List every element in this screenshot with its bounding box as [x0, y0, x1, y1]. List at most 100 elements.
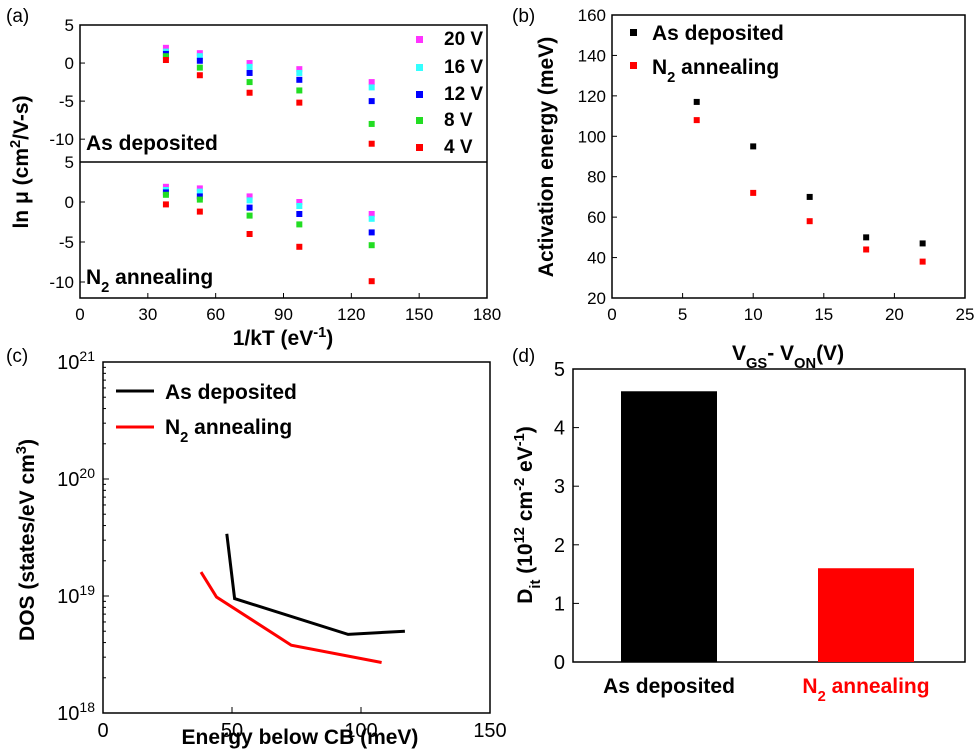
legend-label: As deposited	[165, 381, 297, 404]
data-point	[162, 201, 169, 208]
x-axis-label-part: - V	[767, 342, 794, 365]
y-tick-label-part: 10	[57, 469, 79, 491]
data-point	[296, 203, 303, 209]
y-axis-label-part: it	[528, 580, 544, 589]
data-point	[368, 84, 375, 91]
data-point	[296, 211, 303, 217]
legend-label: As deposited	[652, 22, 784, 45]
x-axis-label-part: ON	[794, 356, 816, 372]
legend-label-part: 2	[180, 430, 188, 446]
data-point	[863, 234, 870, 241]
panel-label: (b)	[512, 6, 535, 27]
subplot-label-n2-annealing-part: annealing	[109, 266, 213, 289]
plot-frame	[572, 368, 966, 663]
y-tick-label: -10	[49, 130, 74, 149]
data-point	[196, 53, 203, 60]
y-tick-label: 5	[554, 359, 565, 381]
x-tick-label: 150	[473, 720, 506, 742]
data-point	[693, 98, 700, 105]
data-point	[196, 193, 203, 200]
subplot-label-as-deposited: As deposited	[86, 132, 218, 155]
subplot-label-n2-annealing: N2 annealing	[86, 266, 213, 296]
legend-label: 12 V	[444, 84, 483, 105]
y-tick-label: 60	[587, 208, 606, 227]
bar	[621, 391, 717, 662]
data-point	[162, 183, 169, 190]
data-point	[368, 229, 375, 236]
y-axis-label-part: D	[514, 589, 537, 604]
data-point	[806, 218, 813, 225]
data-point	[368, 215, 375, 222]
legend-label: N2 annealing	[165, 416, 292, 446]
y-tick-label: 100	[578, 127, 606, 146]
data-point	[246, 79, 253, 86]
panel-label: (d)	[512, 346, 535, 367]
data-point	[368, 278, 375, 285]
x-tick-label: 120	[337, 305, 365, 324]
data-point	[246, 63, 253, 70]
x-axis-label-part: GS	[746, 356, 767, 372]
x-axis-label-part: -1	[313, 325, 326, 341]
y-tick-label: 1019	[57, 582, 95, 608]
x-tick-label: 50	[221, 720, 243, 742]
y-tick-label: -10	[49, 273, 74, 292]
y-axis-label: Dit (1012 cm-2 eV-1)	[512, 426, 544, 604]
y-axis-label-part: 3	[14, 446, 30, 454]
data-point	[296, 76, 303, 83]
y-tick-label: 0	[65, 54, 74, 73]
y-tick-label: 40	[587, 249, 606, 268]
legend-label: 20 V	[444, 29, 483, 50]
legend-marker	[416, 36, 423, 43]
data-point	[162, 44, 169, 51]
x-tick-label: 0	[75, 305, 84, 324]
legend-marker	[630, 29, 637, 36]
category-label-part: annealing	[826, 675, 930, 698]
data-point	[196, 196, 203, 203]
y-tick-label-part: 10	[57, 586, 79, 608]
panel-label: (a)	[6, 6, 29, 27]
x-axis-label-part: (V)	[816, 342, 844, 365]
data-point	[368, 211, 375, 217]
legend-label-part: 2	[667, 70, 675, 86]
legend-marker	[416, 117, 423, 124]
plot-frame	[102, 361, 491, 714]
subplot-label-n2-annealing-part: N	[86, 266, 101, 289]
y-tick-label: 160	[578, 6, 606, 25]
y-tick-label: 3	[554, 476, 565, 498]
legend-label-part: annealing	[188, 416, 292, 439]
x-axis-label-part: V	[732, 342, 746, 365]
data-point	[368, 98, 375, 105]
x-tick-label: 0	[607, 305, 616, 324]
data-point	[196, 50, 203, 57]
category-label: As deposited	[603, 675, 735, 698]
y-axis-label-part: /V-s)	[10, 95, 33, 139]
legend-label: N2 annealing	[652, 56, 779, 86]
x-tick-label: 10	[744, 305, 763, 324]
y-tick-label: 2	[554, 535, 565, 557]
legend-label: 16 V	[444, 57, 483, 78]
y-axis-label-part: 12	[512, 527, 528, 543]
data-point	[246, 60, 253, 67]
data-point	[296, 69, 303, 76]
data-point	[246, 193, 253, 200]
data-point	[750, 143, 757, 150]
data-point	[162, 53, 169, 60]
x-tick-label: 20	[885, 305, 904, 324]
y-tick-label: -5	[59, 92, 74, 111]
y-tick-label-part: 10	[57, 703, 79, 725]
y-tick-label: 5	[65, 153, 74, 172]
y-tick-label: 80	[587, 168, 606, 187]
data-point	[246, 212, 253, 219]
y-tick-label: 5	[65, 16, 74, 35]
data-point	[296, 87, 303, 94]
y-tick-label: 140	[578, 46, 606, 65]
x-tick-label: 25	[956, 305, 975, 324]
x-axis-label: VGS- VON(V)	[732, 342, 844, 372]
data-point	[919, 258, 926, 265]
x-tick-label: 30	[138, 305, 157, 324]
data-point	[863, 246, 870, 253]
legend-label: 4 V	[444, 137, 473, 158]
